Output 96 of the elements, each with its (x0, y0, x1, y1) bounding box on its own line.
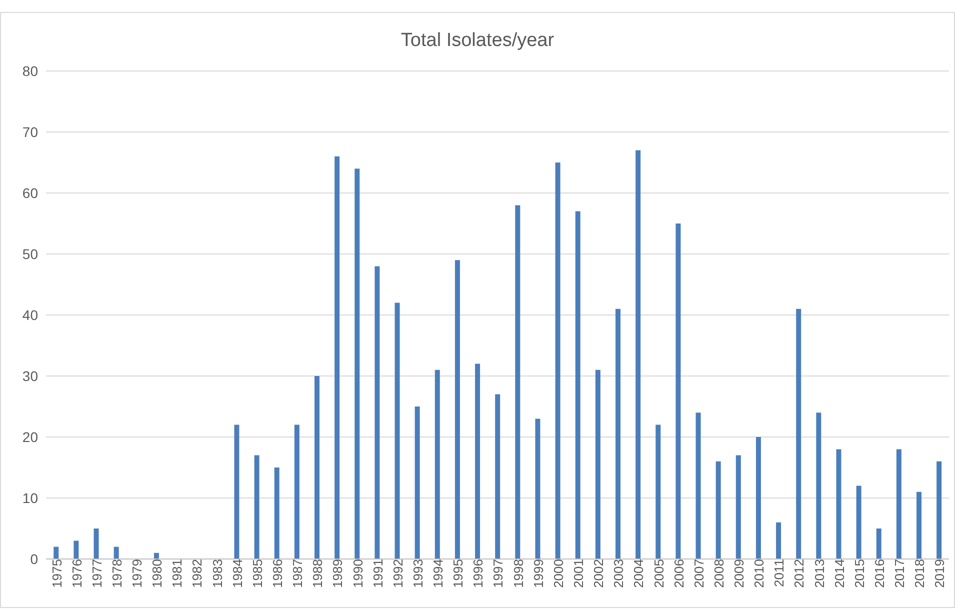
bar (555, 162, 560, 559)
x-tick-label: 2014 (832, 559, 847, 588)
y-tick-label: 80 (22, 62, 38, 79)
chart-title: Total Isolates/year (400, 30, 556, 52)
bar (414, 406, 420, 559)
x-tick-label: 2019 (932, 559, 948, 588)
x-tick-label: 2008 (711, 559, 726, 588)
y-tick-label: 60 (22, 184, 38, 201)
bar (736, 455, 741, 559)
bar (716, 461, 721, 559)
x-tick-label: 1999 (530, 559, 546, 588)
bar (816, 412, 822, 559)
bar (676, 224, 681, 559)
x-tick-label: 1975 (49, 559, 64, 588)
bar (294, 424, 300, 559)
x-tick-label: 2005 (651, 559, 666, 588)
x-tick-label: 1989 (330, 559, 346, 588)
bar (896, 449, 902, 559)
bar (114, 546, 119, 559)
bar (354, 168, 360, 559)
bar (936, 461, 942, 559)
x-tick-label: 2011 (772, 559, 787, 587)
bar (234, 424, 240, 559)
x-tick-label: 1983 (210, 559, 225, 588)
x-tick-label: 2007 (691, 559, 706, 588)
bar (74, 540, 79, 559)
x-tick-label: 1977 (89, 559, 104, 588)
x-tick-label: 2016 (872, 559, 887, 588)
bar (274, 468, 280, 559)
bar (94, 528, 99, 559)
y-tick-label: 0 (30, 550, 38, 567)
x-tick-label: 1979 (130, 559, 145, 588)
x-tick-label: 1992 (390, 559, 406, 588)
y-tick-label: 50 (22, 246, 38, 262)
x-tick-label: 2017 (892, 559, 908, 588)
x-tick-label: 1982 (190, 559, 205, 588)
bar (776, 522, 782, 559)
x-tick-label: 2003 (611, 559, 626, 588)
x-tick-label: 1976 (69, 559, 84, 588)
y-tick-label: 20 (22, 428, 38, 445)
bar (796, 308, 802, 559)
x-tick-label: 2012 (792, 559, 807, 588)
x-tick-label: 1987 (290, 559, 306, 588)
x-tick-label: 1996 (470, 559, 486, 588)
bar (876, 528, 882, 559)
bar (636, 150, 641, 559)
bar (314, 376, 320, 559)
x-tick-label: 2000 (550, 559, 566, 588)
bar (154, 552, 159, 559)
bar (434, 370, 440, 559)
x-tick-label: 2002 (591, 559, 606, 588)
x-tick-label: 2006 (671, 559, 686, 588)
bar (495, 394, 500, 559)
bar (475, 364, 480, 559)
y-tick-label: 30 (22, 368, 38, 384)
bar (535, 418, 540, 559)
x-tick-label: 1984 (230, 559, 245, 588)
bar (656, 424, 661, 559)
bar (856, 486, 862, 559)
x-tick-label: 1995 (450, 559, 466, 588)
x-tick-label: 2009 (732, 559, 747, 588)
x-tick-label: 1994 (430, 559, 446, 588)
bar (374, 266, 380, 559)
bar (334, 156, 340, 559)
bar (454, 260, 460, 559)
x-tick-label: 1990 (350, 559, 366, 588)
x-tick-label: 2018 (912, 559, 928, 588)
y-tick-label: 70 (22, 124, 38, 140)
bar (575, 211, 580, 559)
x-tick-label: 1980 (150, 559, 165, 588)
x-tick-label: 1978 (109, 559, 124, 588)
bar (254, 455, 260, 559)
bar (54, 546, 59, 559)
x-tick-label: 2001 (570, 559, 586, 588)
bar (595, 370, 600, 559)
bar (615, 308, 620, 559)
x-tick-label: 1985 (250, 559, 265, 588)
bar (696, 412, 701, 559)
bar (394, 302, 400, 559)
x-tick-label: 1991 (370, 559, 386, 588)
x-tick-label: 2013 (812, 559, 827, 588)
x-tick-label: 1997 (490, 559, 506, 588)
bar (916, 492, 922, 559)
x-tick-label: 1993 (410, 559, 426, 588)
x-tick-label: 2004 (631, 559, 646, 588)
bar (756, 437, 761, 559)
y-tick-label: 40 (22, 306, 38, 323)
x-tick-label: 1998 (510, 559, 526, 588)
bar (515, 205, 520, 559)
x-tick-label: 1981 (170, 559, 185, 588)
bar (836, 449, 842, 559)
x-tick-label: 2010 (752, 559, 767, 588)
x-tick-label: 1988 (310, 559, 326, 588)
x-tick-label: 2015 (852, 559, 867, 588)
y-tick-label: 10 (22, 490, 38, 506)
x-tick-label: 1986 (270, 559, 285, 588)
